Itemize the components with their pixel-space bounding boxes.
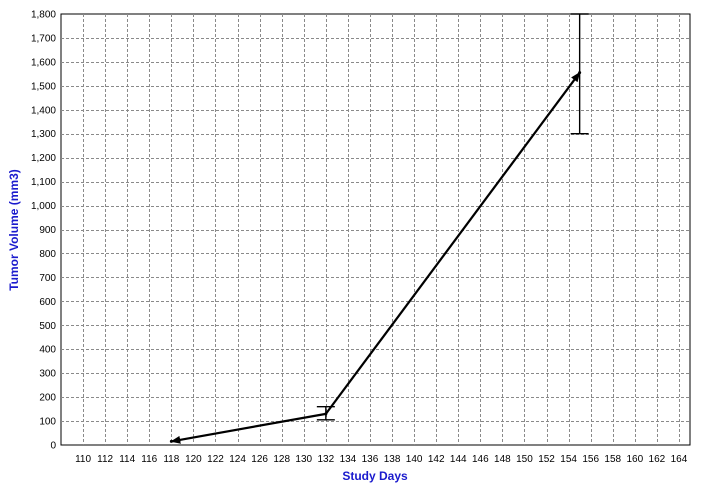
error-bars (316, 13, 589, 421)
data-series (169, 71, 582, 444)
y-tick-label: 400 (39, 345, 56, 356)
x-tick-label: 124 (229, 454, 246, 465)
x-tick-label: 120 (185, 454, 202, 465)
x-tick-label: 154 (560, 454, 577, 465)
series-segment (324, 71, 581, 415)
x-tick-label: 158 (604, 454, 621, 465)
y-tick-label: 600 (39, 297, 56, 308)
y-tick-label: 200 (39, 393, 56, 404)
x-tick-label: 128 (273, 454, 290, 465)
plot-area (60, 13, 691, 446)
x-tick-label: 148 (494, 454, 511, 465)
x-tick-label: 140 (406, 454, 423, 465)
x-tick-label: 112 (97, 454, 113, 465)
x-axis-ticks: 110 112 114 116 118 120 122 124 126 128 130 132 134 1… (75, 454, 688, 465)
x-axis-title: Study Days (342, 469, 408, 483)
grid-lines (61, 14, 690, 445)
y-tick-label: 1,600 (31, 57, 56, 68)
x-tick-label: 116 (141, 454, 157, 465)
y-tick-label: 1,200 (31, 153, 56, 164)
y-axis-title: Tumor Volume (mm3) (7, 169, 21, 291)
x-tick-label: 150 (516, 454, 533, 465)
x-tick-label: 126 (251, 454, 268, 465)
x-tick-label: 136 (362, 454, 379, 465)
y-tick-label: 1,100 (31, 177, 56, 188)
x-tick-label: 132 (317, 454, 334, 465)
data-point (169, 439, 173, 443)
y-tick-label: 1,300 (31, 129, 56, 140)
y-axis-ticks: 0 100 200 300 400 500 600 700 800 900 1,000 1,100 1,… (31, 10, 56, 452)
y-tick-label: 1,700 (31, 33, 56, 44)
x-tick-label: 122 (207, 454, 224, 465)
y-tick-label: 1,000 (31, 201, 56, 212)
y-tick-label: 900 (39, 225, 56, 236)
x-tick-label: 146 (472, 454, 489, 465)
y-tick-label: 700 (39, 273, 56, 284)
y-tick-label: 1,400 (31, 105, 56, 116)
x-tick-label: 160 (626, 454, 643, 465)
series-segment (170, 412, 327, 444)
y-tick-label: 300 (39, 369, 56, 380)
x-tick-label: 134 (340, 454, 357, 465)
y-tick-label: 500 (39, 321, 56, 332)
x-tick-label: 110 (75, 454, 91, 465)
y-tick-label: 800 (39, 249, 56, 260)
y-tick-label: 0 (50, 441, 56, 452)
y-tick-label: 1,800 (31, 10, 56, 21)
x-tick-label: 118 (163, 454, 179, 465)
x-tick-label: 138 (384, 454, 401, 465)
x-tick-label: 162 (649, 454, 666, 465)
x-tick-label: 144 (450, 454, 467, 465)
x-tick-label: 156 (582, 454, 599, 465)
x-tick-label: 142 (428, 454, 445, 465)
x-tick-label: 130 (295, 454, 312, 465)
x-tick-label: 114 (119, 454, 135, 465)
y-tick-label: 1,500 (31, 81, 56, 92)
x-tick-label: 164 (671, 454, 688, 465)
x-tick-label: 152 (538, 454, 555, 465)
y-tick-label: 100 (39, 417, 56, 428)
